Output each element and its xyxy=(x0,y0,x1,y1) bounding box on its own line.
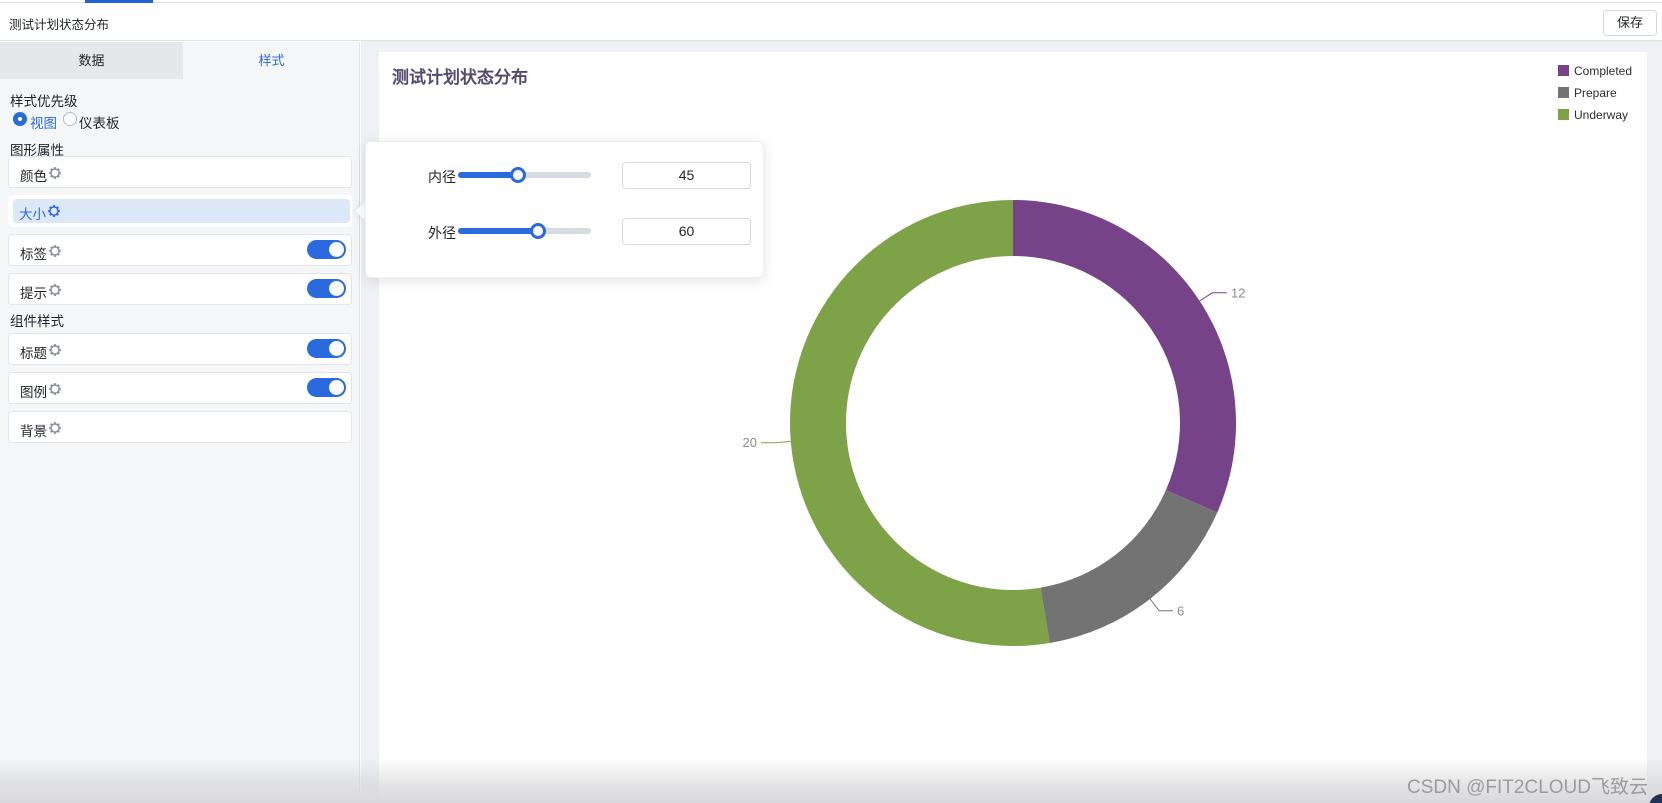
svg-text:12: 12 xyxy=(1231,286,1245,301)
svg-text:6: 6 xyxy=(1177,604,1184,619)
svg-text:20: 20 xyxy=(743,435,757,450)
